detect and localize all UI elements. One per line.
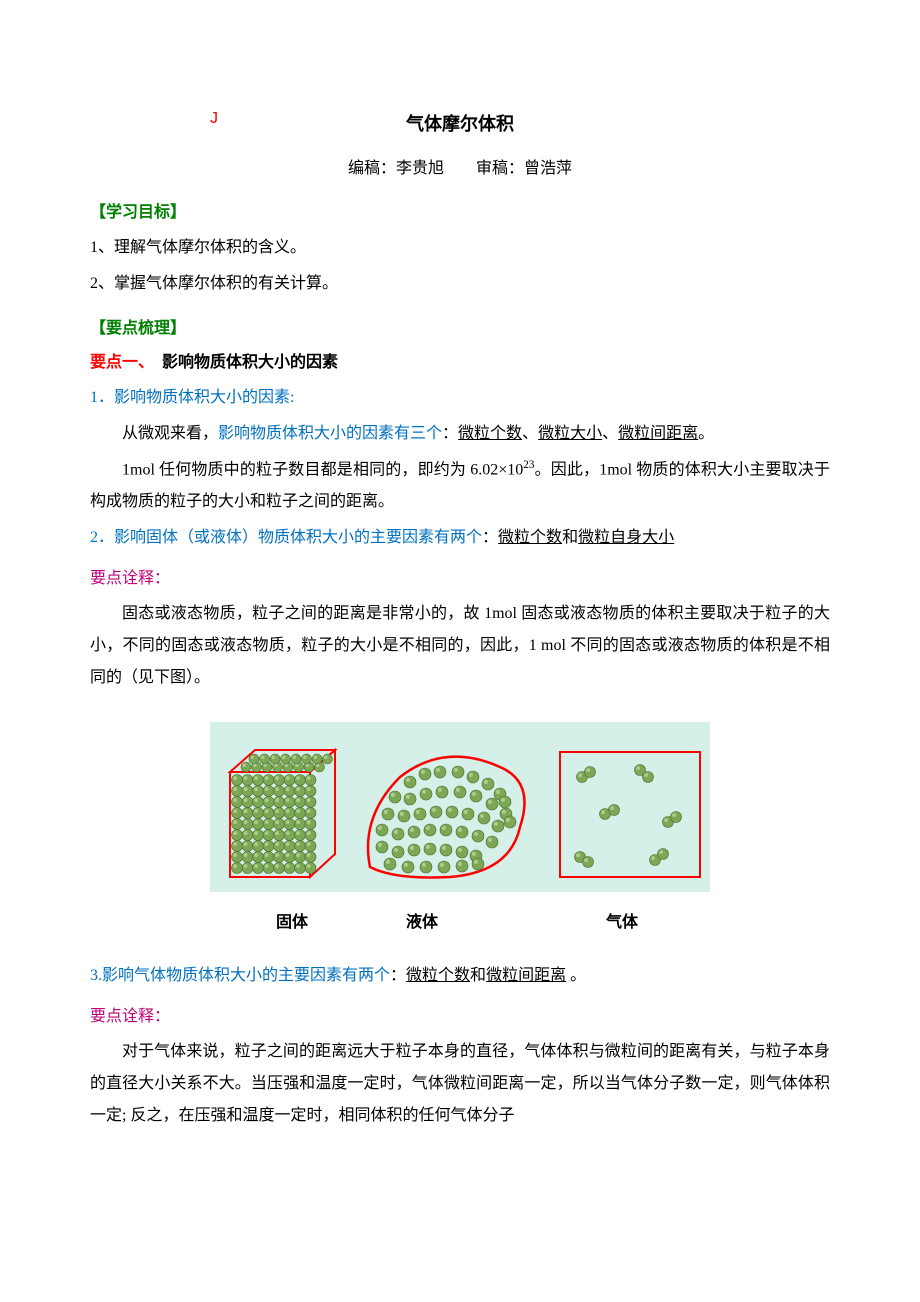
explain-label-2: 要点诠释：	[90, 1002, 830, 1026]
subpoint-3-blue: 影响气体物质体积大小的主要因素有两个	[102, 967, 390, 984]
objective-2: 2、掌握气体摩尔体积的有关计算。	[90, 268, 830, 300]
p3-and: 和	[470, 967, 486, 984]
subpoint-2-blue: 影响固体（或液体）物质体积大小的主要因素有两个	[114, 529, 482, 546]
subpoint-2-num: 2．	[90, 529, 114, 546]
subpoint-1-text: 影响物质体积大小的因素:	[114, 389, 294, 406]
p1-sup: 23	[523, 459, 534, 471]
j-mark: J	[210, 110, 218, 128]
p3-explanation: 对于气体来说，粒子之间的距离远大于粒子本身的直径，气体体积与微粒间的距离有关，与…	[90, 1036, 830, 1132]
p1-sep1: 、	[522, 425, 538, 442]
keypoint-1-label: 要点一、	[90, 354, 146, 371]
subpoint-1-num: 1．	[90, 389, 114, 406]
subpoint-1-heading: 1．影响物质体积大小的因素:	[90, 382, 830, 414]
label-solid: 固体	[276, 908, 406, 932]
p1-u2: 微粒大小	[538, 425, 602, 442]
p1-intro-tail: ：	[442, 425, 458, 442]
p3-u2: 微粒间距离	[486, 967, 566, 984]
subpoint-2-line: 2．影响固体（或液体）物质体积大小的主要因素有两个：微粒个数和微粒自身大小	[90, 522, 830, 554]
p1-intro-plain: 从微观来看，	[122, 425, 218, 442]
p1-u3: 微粒间距离	[618, 425, 698, 442]
p1-intro-blue: 影响物质体积大小的因素有三个	[218, 425, 442, 442]
p1-para2a: 1mol 任何物质中的粒子数目都是相同的，即约为 6.02×10	[122, 461, 523, 478]
p1-intro: 从微观来看，影响物质体积大小的因素有三个：微粒个数、微粒大小、微粒间距离。	[90, 418, 830, 450]
diagram-labels: 固体 液体 气体	[90, 908, 830, 932]
label-liquid: 液体	[406, 908, 606, 932]
p2-u1: 微粒个数	[498, 529, 562, 546]
keypoint-1-title: 影响物质体积大小的因素	[146, 354, 338, 371]
p1-sep2: 、	[602, 425, 618, 442]
section-objectives: 【学习目标】	[90, 198, 830, 222]
states-diagram	[90, 722, 830, 892]
authors-line: 编稿：李贵旭 审稿：曾浩萍	[90, 154, 830, 178]
subpoint-3-line: 3.影响气体物质体积大小的主要因素有两个：微粒个数和微粒间距离 。	[90, 960, 830, 992]
p1-end: 。	[698, 425, 714, 442]
subpoint-3-num: 3.	[90, 967, 102, 984]
label-gas: 气体	[606, 908, 638, 932]
p2-and: 和	[562, 529, 578, 546]
p1-u1: 微粒个数	[458, 425, 522, 442]
states-svg	[210, 722, 710, 892]
p2-u2: 微粒自身大小	[578, 529, 674, 546]
p1-para2: 1mol 任何物质中的粒子数目都是相同的，即约为 6.02×1023。因此，1m…	[90, 454, 830, 518]
page-title: 气体摩尔体积	[90, 110, 830, 136]
subpoint-2-tail: ：	[482, 529, 498, 546]
section-keypoints: 【要点梳理】	[90, 314, 830, 338]
p3-u1: 微粒个数	[406, 967, 470, 984]
p3-end: 。	[566, 967, 586, 984]
p2-explanation: 固态或液态物质，粒子之间的距离是非常小的，故 1mol 固态或液态物质的体积主要…	[90, 598, 830, 694]
subpoint-3-tail: ：	[390, 967, 406, 984]
explain-label-1: 要点诠释：	[90, 564, 830, 588]
keypoint-1-heading: 要点一、 影响物质体积大小的因素	[90, 348, 830, 372]
objective-1: 1、理解气体摩尔体积的含义。	[90, 232, 830, 264]
